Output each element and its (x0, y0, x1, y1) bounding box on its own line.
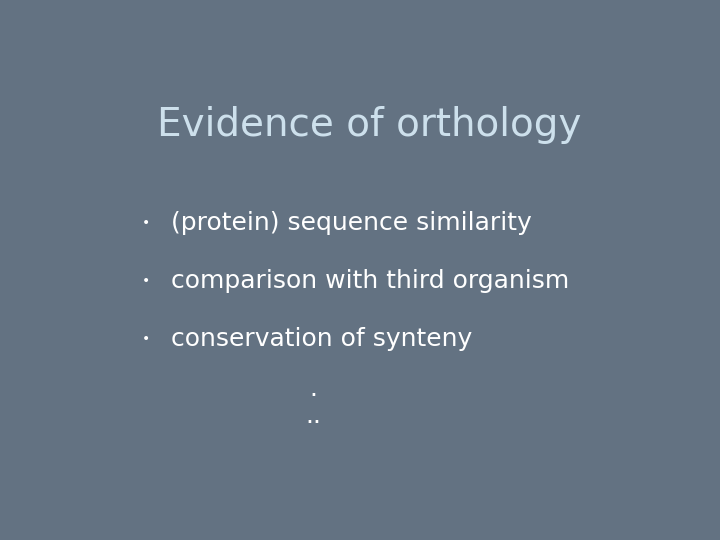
Text: (protein) sequence similarity: (protein) sequence similarity (171, 211, 531, 235)
Text: conservation of synteny: conservation of synteny (171, 327, 472, 351)
Text: •: • (142, 332, 150, 346)
Text: .: . (309, 377, 318, 401)
Text: ..: .. (305, 404, 321, 428)
Text: comparison with third organism: comparison with third organism (171, 269, 569, 293)
Text: •: • (142, 274, 150, 288)
Text: •: • (142, 216, 150, 230)
Text: Evidence of orthology: Evidence of orthology (157, 106, 581, 144)
